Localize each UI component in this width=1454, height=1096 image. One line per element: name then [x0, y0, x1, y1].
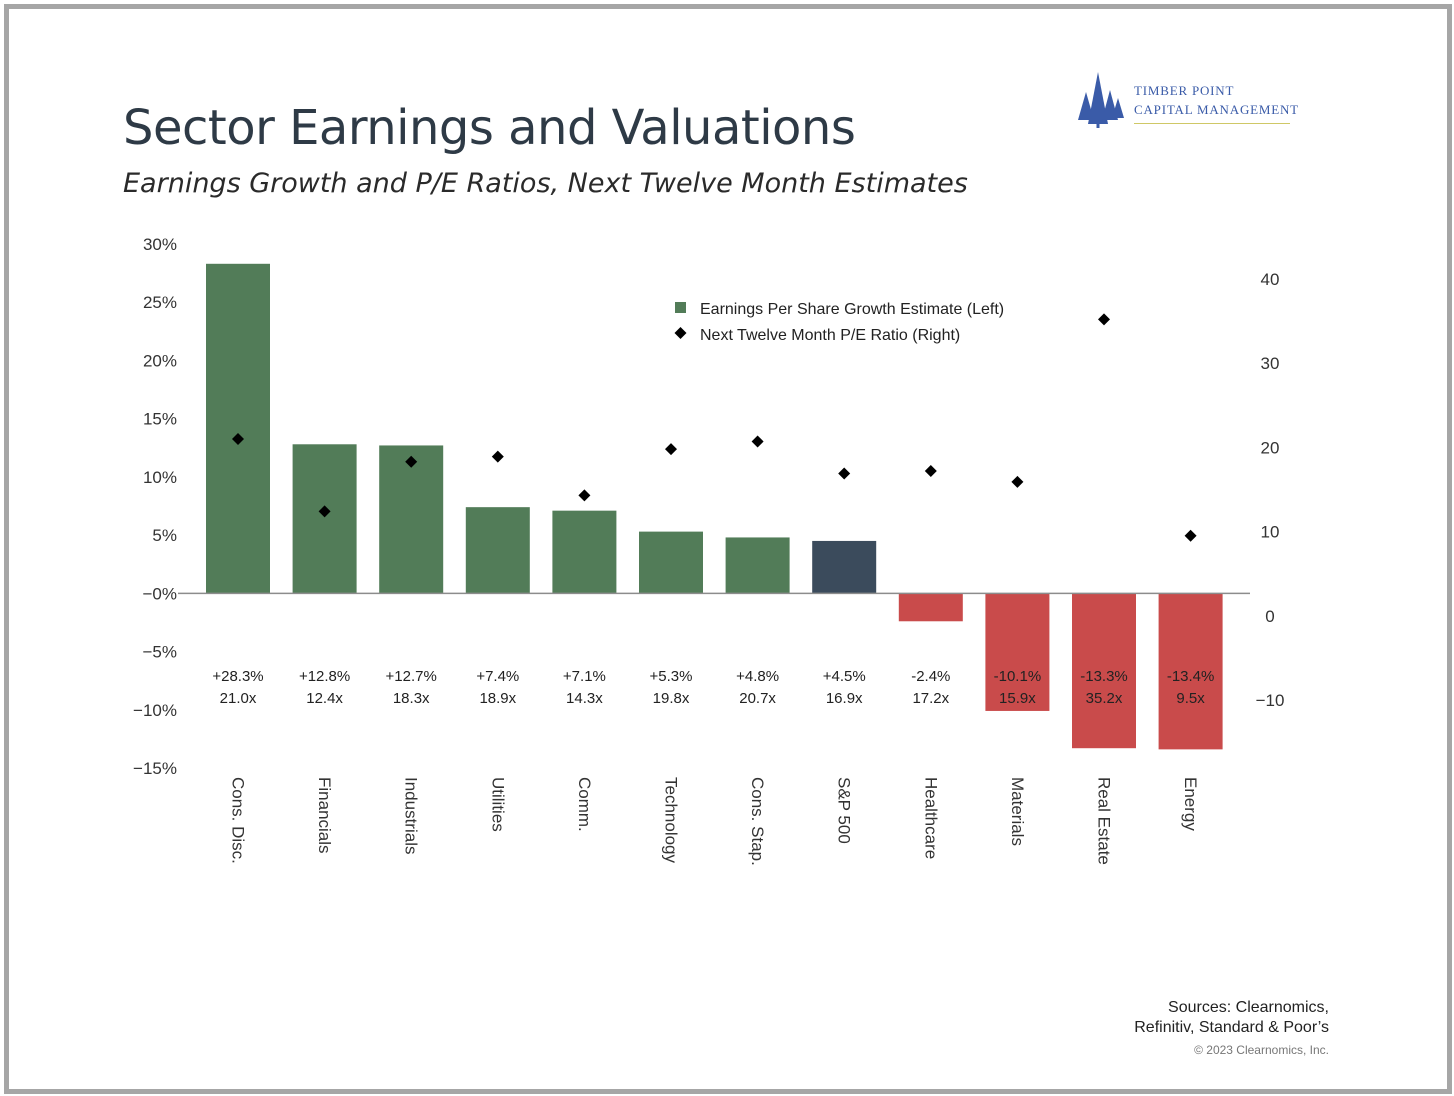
category-label: Energy	[1181, 777, 1200, 831]
category-label: Financials	[315, 777, 334, 854]
pe-ratio-label: 21.0x	[220, 690, 257, 707]
pe-marker-healthcare	[924, 464, 937, 477]
right-axis-tick-label: 0	[1265, 607, 1274, 626]
pe-marker-financials	[318, 505, 331, 518]
category-label: S&P 500	[835, 777, 854, 844]
eps-growth-label: +28.3%	[212, 668, 263, 685]
bar-energy	[1158, 593, 1223, 750]
category-labels-layer: Cons. Disc. Financials Industrials Utilitie…	[229, 777, 1201, 866]
bar-materials	[985, 593, 1050, 711]
eps-growth-label: -13.3%	[1080, 668, 1128, 685]
value-labels-layer: +28.3% 21.0x +12.8% 12.4x +12.7% 18.3x +7.4% 18…	[212, 668, 1214, 707]
left-axis-tick-label: 10%	[143, 468, 177, 487]
bar-real-estate	[1072, 593, 1136, 749]
pe-ratio-label: 19.8x	[653, 690, 690, 707]
bars-layer	[206, 263, 1223, 750]
left-axis-tick-label: 25%	[143, 293, 177, 312]
right-axis-tick-label: 30	[1261, 354, 1280, 373]
category-label: Real Estate	[1095, 777, 1114, 865]
eps-growth-label: -2.4%	[911, 668, 950, 685]
pe-marker-real-estate	[1098, 313, 1110, 326]
left-axis-tick-label: 20%	[143, 351, 177, 370]
right-axis-tick-label: 20	[1261, 438, 1280, 457]
markers-layer	[232, 313, 1197, 542]
legend-swatch-marker	[674, 327, 687, 339]
logo-line-1: TIMBER POINT	[1134, 83, 1235, 98]
category-label: Technology	[662, 777, 681, 864]
category-label: Healthcare	[921, 777, 940, 859]
logo-line-2: CAPITAL MANAGEMENT	[1134, 102, 1299, 117]
eps-growth-label: -10.1%	[994, 668, 1042, 685]
bar-healthcare	[898, 593, 963, 622]
bar-comm-	[552, 510, 617, 594]
bar-industrials	[379, 445, 444, 594]
eps-growth-label: +12.7%	[386, 668, 437, 685]
eps-growth-label: -13.4%	[1167, 668, 1215, 685]
sources-line-2: Refinitiv, Standard & Poor’s	[1134, 1019, 1329, 1036]
bar-cons-disc-	[206, 263, 270, 594]
right-axis-tick-label: 10	[1261, 523, 1280, 542]
bar-financials	[292, 444, 357, 594]
left-axis-tick-label: −15%	[133, 759, 177, 778]
legend-swatch-bar	[675, 302, 686, 313]
right-axis: 40 30 20 10 0 −10	[1256, 270, 1285, 710]
pe-ratio-label: 17.2x	[912, 690, 949, 707]
chart-subtitle: Earnings Growth and P/E Ratios, Next Twe…	[123, 168, 968, 199]
pe-marker-utilities	[491, 450, 504, 463]
pe-ratio-label: 14.3x	[566, 690, 603, 707]
bar-cons-stap-	[725, 537, 790, 594]
bar-technology	[639, 531, 703, 594]
sources-line-1: Sources: Clearnomics,	[1168, 999, 1329, 1016]
category-label: Materials	[1008, 777, 1027, 846]
pe-marker-s-p-500	[838, 467, 851, 480]
pine-trees-icon	[1078, 72, 1124, 128]
pe-marker-cons-disc-	[232, 432, 244, 445]
pe-marker-materials	[1011, 475, 1024, 488]
chart-title: Sector Earnings and Valuations	[123, 100, 856, 156]
legend-label-bar: Earnings Per Share Growth Estimate (Left…	[700, 301, 1004, 318]
eps-growth-label: +4.5%	[823, 668, 866, 685]
category-label: Cons. Stap.	[748, 777, 767, 866]
bar-s-p-500	[812, 540, 877, 594]
eps-growth-label: +4.8%	[736, 668, 779, 685]
left-axis-tick-label: 5%	[152, 526, 177, 545]
pe-marker-energy	[1184, 529, 1197, 542]
left-axis-tick-label: −0%	[143, 584, 178, 603]
category-label: Comm.	[575, 777, 594, 832]
eps-growth-label: +7.4%	[476, 668, 519, 685]
copyright-note: © 2023 Clearnomics, Inc.	[1194, 1043, 1329, 1057]
pe-marker-technology	[665, 443, 677, 456]
sources-note: Sources: Clearnomics, Refinitiv, Standar…	[1134, 998, 1329, 1038]
bar-utilities	[465, 507, 530, 594]
eps-growth-label: +5.3%	[650, 668, 693, 685]
pe-ratio-label: 35.2x	[1086, 690, 1123, 707]
pe-marker-industrials	[405, 455, 418, 468]
category-label: Cons. Disc.	[229, 777, 248, 864]
logo-underline	[1134, 123, 1290, 124]
right-axis-tick-label: −10	[1256, 691, 1285, 710]
right-axis-tick-label: 40	[1261, 270, 1280, 289]
left-axis-tick-label: 30%	[143, 235, 177, 254]
left-axis-tick-label: −5%	[143, 643, 178, 662]
pe-marker-cons-stap-	[751, 435, 764, 448]
legend: Earnings Per Share Growth Estimate (Left…	[674, 301, 1004, 344]
pe-ratio-label: 9.5x	[1176, 690, 1205, 707]
eps-growth-label: +12.8%	[299, 668, 350, 685]
pe-ratio-label: 16.9x	[826, 690, 863, 707]
eps-growth-label: +7.1%	[563, 668, 606, 685]
pe-ratio-label: 12.4x	[306, 690, 343, 707]
company-logo: TIMBER POINT CAPITAL MANAGEMENT	[1068, 68, 1298, 130]
category-label: Utilities	[488, 777, 507, 832]
legend-label-marker: Next Twelve Month P/E Ratio (Right)	[700, 327, 960, 344]
left-axis-tick-label: 15%	[143, 410, 177, 429]
pe-marker-comm-	[578, 489, 591, 502]
pe-ratio-label: 18.3x	[393, 690, 430, 707]
pe-ratio-label: 20.7x	[739, 690, 776, 707]
left-axis-tick-label: −10%	[133, 701, 177, 720]
pe-ratio-label: 15.9x	[999, 690, 1036, 707]
category-label: Industrials	[402, 777, 421, 854]
pe-ratio-label: 18.9x	[479, 690, 516, 707]
left-axis: 30% 25% 20% 15% 10% 5% −0% −5% −10% −15%	[133, 235, 177, 778]
